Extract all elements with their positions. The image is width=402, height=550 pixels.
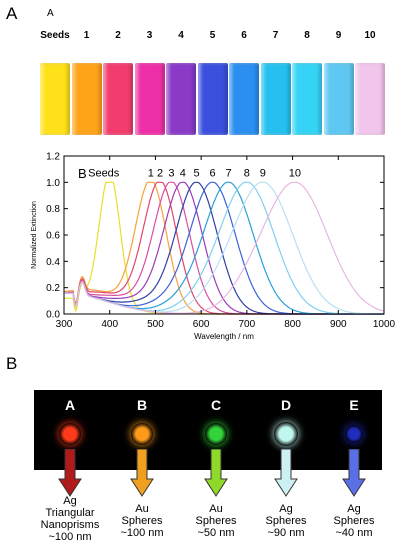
- nanoparticle-letter: A: [64, 397, 76, 413]
- vial-label: 7: [272, 30, 279, 41]
- y-tick-label: 1.0: [46, 178, 60, 189]
- spectrum-line: [64, 181, 384, 315]
- vial: [40, 63, 70, 135]
- spectrum-line: [64, 181, 384, 315]
- nanoparticle-caption: Ag Triangular Nanoprisms ~100 nm: [40, 495, 100, 543]
- vial-inset-letter: A: [47, 8, 54, 19]
- vial-label: 4: [178, 30, 184, 41]
- y-tick-label: 0.4: [46, 257, 60, 268]
- vial-label: Seeds: [40, 30, 70, 41]
- series-label: 3: [168, 168, 174, 180]
- spectrum-line: [64, 181, 385, 314]
- chart-inset-letter: B: [78, 166, 87, 181]
- series-label: 8: [244, 168, 250, 180]
- scattering-spot: [345, 425, 363, 443]
- spectrum-line: [63, 181, 384, 315]
- spectrum-line: [64, 181, 384, 315]
- vial: [166, 63, 196, 135]
- extinction-spectra-chart: B Seeds 1 2 3 4 5 6 7 8 9 10 300 400 500 600 700 800 900 1…: [31, 152, 396, 342]
- spectrum-line: [64, 181, 384, 315]
- nanoparticle-caption: Ag Spheres ~90 nm: [265, 503, 307, 539]
- arrow-shape: [204, 449, 228, 497]
- x-tick-label: 700: [239, 319, 256, 330]
- series-label: 6: [210, 168, 216, 180]
- arrow-shape: [342, 449, 366, 497]
- series-label: 10: [289, 168, 301, 180]
- down-arrow-icon: [274, 449, 298, 497]
- nanoparticle-caption: Ag Spheres ~40 nm: [333, 503, 375, 539]
- spectrum-line: [64, 181, 384, 315]
- vial: [355, 63, 385, 135]
- vial-label: 8: [304, 30, 310, 41]
- series-label: 5: [194, 168, 200, 180]
- nanoparticle-letter: B: [136, 397, 148, 413]
- panel-label-b: B: [6, 354, 18, 373]
- y-tick-label: 0.8: [46, 204, 60, 215]
- spectrum-line: [64, 181, 384, 315]
- series-label: 2: [157, 168, 163, 180]
- vial: [197, 63, 228, 135]
- vial: [71, 63, 102, 135]
- spectrum-line: [64, 181, 384, 315]
- vial: [323, 63, 354, 135]
- vial: [229, 63, 259, 135]
- x-tick-label: 900: [330, 319, 347, 330]
- series-label: 4: [180, 168, 186, 180]
- y-tick-label: 0.2: [46, 283, 60, 294]
- nanoparticle-caption: Au Spheres ~50 nm: [195, 503, 237, 539]
- down-arrow-icon: [130, 449, 154, 497]
- vial-label: 9: [335, 30, 342, 41]
- vial-label: 5: [209, 30, 216, 41]
- scattering-spot: [59, 423, 81, 445]
- vials-photo: A Seeds 1 2 3 4 5 6 7 8 9 10: [32, 5, 392, 135]
- series-label: 7: [226, 168, 232, 180]
- vial: [134, 63, 165, 135]
- vial-label: 3: [146, 30, 153, 41]
- series-label: 1: [148, 168, 154, 180]
- down-arrow-icon: [58, 449, 82, 497]
- scattering-spot: [131, 423, 153, 445]
- nanoparticle-letter: D: [280, 397, 292, 413]
- x-tick-label: 500: [147, 319, 164, 330]
- x-tick-label: 600: [193, 319, 210, 330]
- x-tick-label: 400: [101, 319, 118, 330]
- x-tick-label: 1000: [373, 319, 396, 330]
- x-tick-label: 800: [284, 319, 301, 330]
- x-tick-label: 300: [56, 319, 73, 330]
- arrow-shape: [130, 449, 154, 497]
- arrow-shape: [58, 449, 82, 497]
- spectrum-line: [64, 181, 384, 315]
- vial: [292, 63, 322, 135]
- vial: [260, 63, 291, 135]
- vial-label: 2: [115, 30, 121, 41]
- down-arrow-icon: [204, 449, 228, 497]
- arrow-shape: [274, 449, 298, 497]
- vial-label: 10: [364, 30, 376, 41]
- series-label: Seeds: [88, 168, 120, 180]
- vial-label: 1: [83, 30, 90, 41]
- scattering-spot: [274, 422, 298, 446]
- series-label: 9: [260, 168, 266, 180]
- x-axis-label: Wavelength / nm: [194, 332, 254, 341]
- vial-label: 6: [241, 30, 247, 41]
- scattering-spot: [205, 423, 227, 445]
- y-tick-label: 0.0: [46, 310, 60, 321]
- y-tick-label: 1.2: [46, 152, 60, 163]
- panel-label-a: A: [6, 4, 18, 23]
- nanoparticle-letter: C: [210, 397, 222, 413]
- y-axis-label: Normalized Extinction: [31, 201, 38, 269]
- spectrum-line: [64, 181, 384, 315]
- nanoparticle-letter: E: [349, 397, 359, 413]
- y-tick-label: 0.6: [46, 231, 60, 242]
- down-arrow-icon: [342, 449, 366, 497]
- vial: [103, 63, 133, 135]
- nanoparticle-caption: Au Spheres ~100 nm: [120, 503, 164, 539]
